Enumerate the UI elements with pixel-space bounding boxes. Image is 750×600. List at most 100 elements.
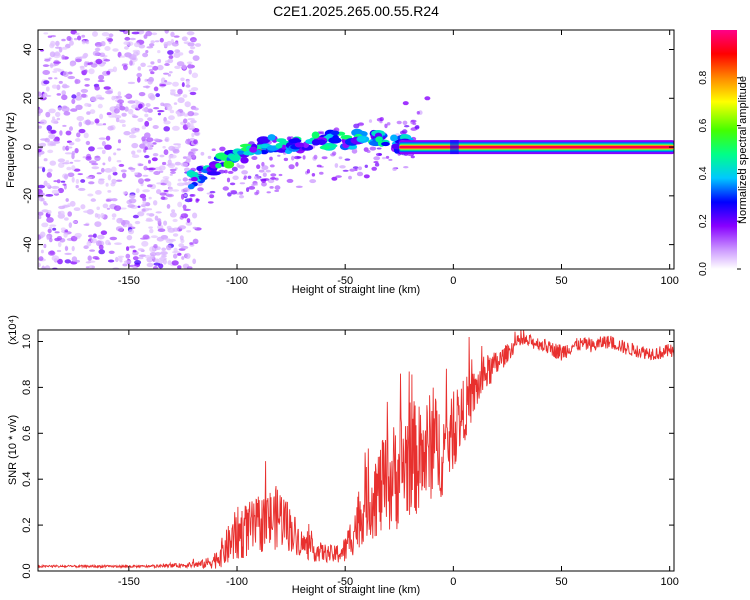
band-speckle	[266, 191, 271, 194]
noise-speckle	[190, 194, 196, 197]
band-speckle	[224, 169, 228, 174]
noise-speckle	[106, 112, 112, 116]
band-speckle	[349, 168, 356, 172]
noise-speckle	[138, 44, 146, 49]
noise-speckle	[107, 190, 112, 193]
band-speckle	[410, 119, 417, 123]
noise-speckle	[147, 108, 153, 113]
track-mark	[275, 143, 283, 149]
noise-speckle	[44, 58, 51, 62]
noise-speckle	[61, 54, 66, 60]
noise-speckle	[146, 262, 154, 268]
band-speckle	[271, 176, 276, 181]
noise-speckle	[168, 238, 176, 242]
noise-speckle	[156, 189, 162, 195]
noise-speckle	[137, 76, 141, 83]
noise-speckle	[138, 254, 147, 257]
band-speckle	[209, 190, 216, 194]
noise-speckle	[73, 168, 81, 172]
noise-speckle	[135, 188, 140, 194]
snr-series-line	[38, 330, 674, 570]
noise-speckle	[147, 141, 153, 148]
outlier-mark	[151, 157, 158, 162]
track-mark	[311, 139, 321, 146]
noise-speckle	[181, 82, 185, 88]
noise-speckle	[190, 122, 194, 128]
noise-speckle	[147, 208, 153, 211]
noise-speckle	[150, 61, 155, 65]
band-speckle	[265, 169, 271, 173]
noise-speckle	[58, 162, 65, 168]
noise-speckle	[52, 116, 55, 121]
noise-speckle	[163, 120, 171, 125]
noise-speckle	[128, 198, 137, 204]
noise-speckle	[45, 111, 51, 118]
noise-speckle	[157, 112, 161, 116]
noise-speckle	[49, 237, 53, 243]
band-speckle	[182, 204, 187, 210]
band-speckle	[262, 172, 267, 177]
noise-speckle	[55, 40, 60, 47]
noise-speckle	[83, 223, 90, 226]
noise-speckle	[53, 180, 58, 183]
noise-speckle	[71, 94, 77, 99]
noise-speckle	[60, 227, 66, 231]
noise-speckle	[98, 74, 105, 81]
noise-speckle	[137, 248, 144, 251]
noise-speckle	[131, 154, 140, 158]
track-mark	[328, 137, 342, 144]
noise-speckle	[40, 119, 47, 125]
noise-speckle	[162, 161, 167, 166]
band-speckle	[412, 122, 417, 126]
noise-speckle	[140, 62, 146, 67]
noise-speckle	[64, 174, 68, 180]
noise-speckle	[100, 212, 105, 219]
noise-speckle	[107, 156, 112, 162]
noise-speckle	[122, 263, 128, 267]
track-mark	[196, 165, 204, 172]
noise-speckle	[59, 130, 63, 136]
noise-speckle	[163, 126, 170, 132]
noise-speckle	[160, 254, 167, 258]
noise-speckle	[82, 54, 88, 59]
band-speckle	[356, 171, 364, 177]
noise-speckle	[99, 113, 104, 120]
noise-speckle	[62, 183, 67, 186]
track-mark	[187, 183, 195, 190]
band-speckle	[401, 129, 408, 134]
noise-speckle	[191, 87, 199, 92]
noise-speckle	[137, 117, 144, 123]
band-speckle	[236, 192, 241, 195]
noise-speckle	[111, 198, 118, 202]
noise-speckle	[161, 247, 167, 252]
noise-speckle	[41, 209, 49, 213]
noise-speckle	[121, 172, 127, 179]
noise-speckle	[68, 142, 75, 146]
noise-speckle	[90, 63, 98, 68]
noise-speckle	[127, 100, 136, 104]
noise-speckle	[57, 258, 63, 265]
noise-speckle	[84, 102, 90, 107]
noise-speckle	[68, 222, 73, 229]
spectrogram-x-tick-label: 50	[555, 275, 567, 287]
noise-speckle	[146, 212, 150, 216]
band-speckle	[256, 164, 261, 169]
noise-speckle	[187, 63, 192, 69]
noise-speckle	[67, 211, 72, 217]
noise-speckle	[190, 39, 197, 42]
noise-speckle	[159, 154, 165, 158]
noise-speckle	[147, 65, 153, 68]
noise-speckle	[136, 72, 142, 78]
noise-speckle	[178, 225, 187, 230]
noise-speckle	[71, 98, 76, 105]
track-mark	[190, 176, 198, 182]
noise-speckle	[45, 86, 50, 92]
noise-speckle	[46, 183, 51, 188]
noise-speckle	[168, 55, 174, 60]
noise-speckle	[74, 79, 81, 84]
noise-speckle	[78, 128, 86, 134]
noise-speckle	[124, 36, 131, 41]
spectrogram-y-tick-label: 0	[22, 144, 34, 150]
band-speckle	[222, 186, 229, 191]
noise-speckle	[134, 220, 141, 225]
